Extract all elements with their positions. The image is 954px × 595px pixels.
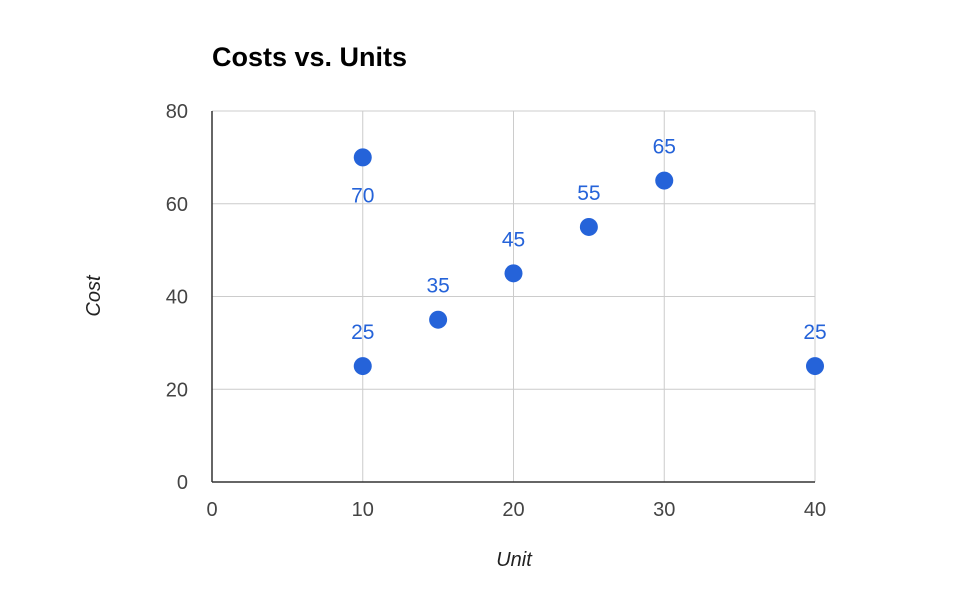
y-axis-label: Cost [83,274,105,317]
data-point [353,148,372,167]
y-tick-label: 20 [166,379,188,401]
x-tick-label: 40 [804,499,826,521]
data-point [579,217,598,236]
data-label: 55 [577,182,600,205]
axes [211,111,815,483]
data-point [504,264,523,283]
x-axis-label: Unit [496,549,533,571]
data-label: 25 [803,321,826,344]
y-tick-label: 80 [166,101,188,123]
tick-labels: 0 10 20 30 40 0 20 40 60 80 [166,101,826,521]
x-tick-label: 30 [653,499,675,521]
data-label: 45 [502,228,525,251]
x-tick-label: 0 [206,499,217,521]
data-labels: 25 70 35 45 55 65 25 [351,136,827,345]
data-point [655,171,674,190]
chart-title: Costs vs. Units [212,42,407,72]
grid [212,110,816,482]
data-point [806,357,824,376]
data-label: 35 [426,275,449,298]
y-tick-label: 60 [166,194,188,216]
data-point [353,357,372,376]
y-tick-label: 40 [166,287,188,309]
data-label: 70 [351,184,374,207]
y-tick-label: 0 [177,472,188,494]
data-points [353,148,824,376]
data-point [429,310,448,329]
x-tick-label: 10 [352,499,374,521]
data-label: 25 [351,321,374,344]
data-label: 65 [653,136,676,159]
x-tick-label: 20 [502,499,524,521]
